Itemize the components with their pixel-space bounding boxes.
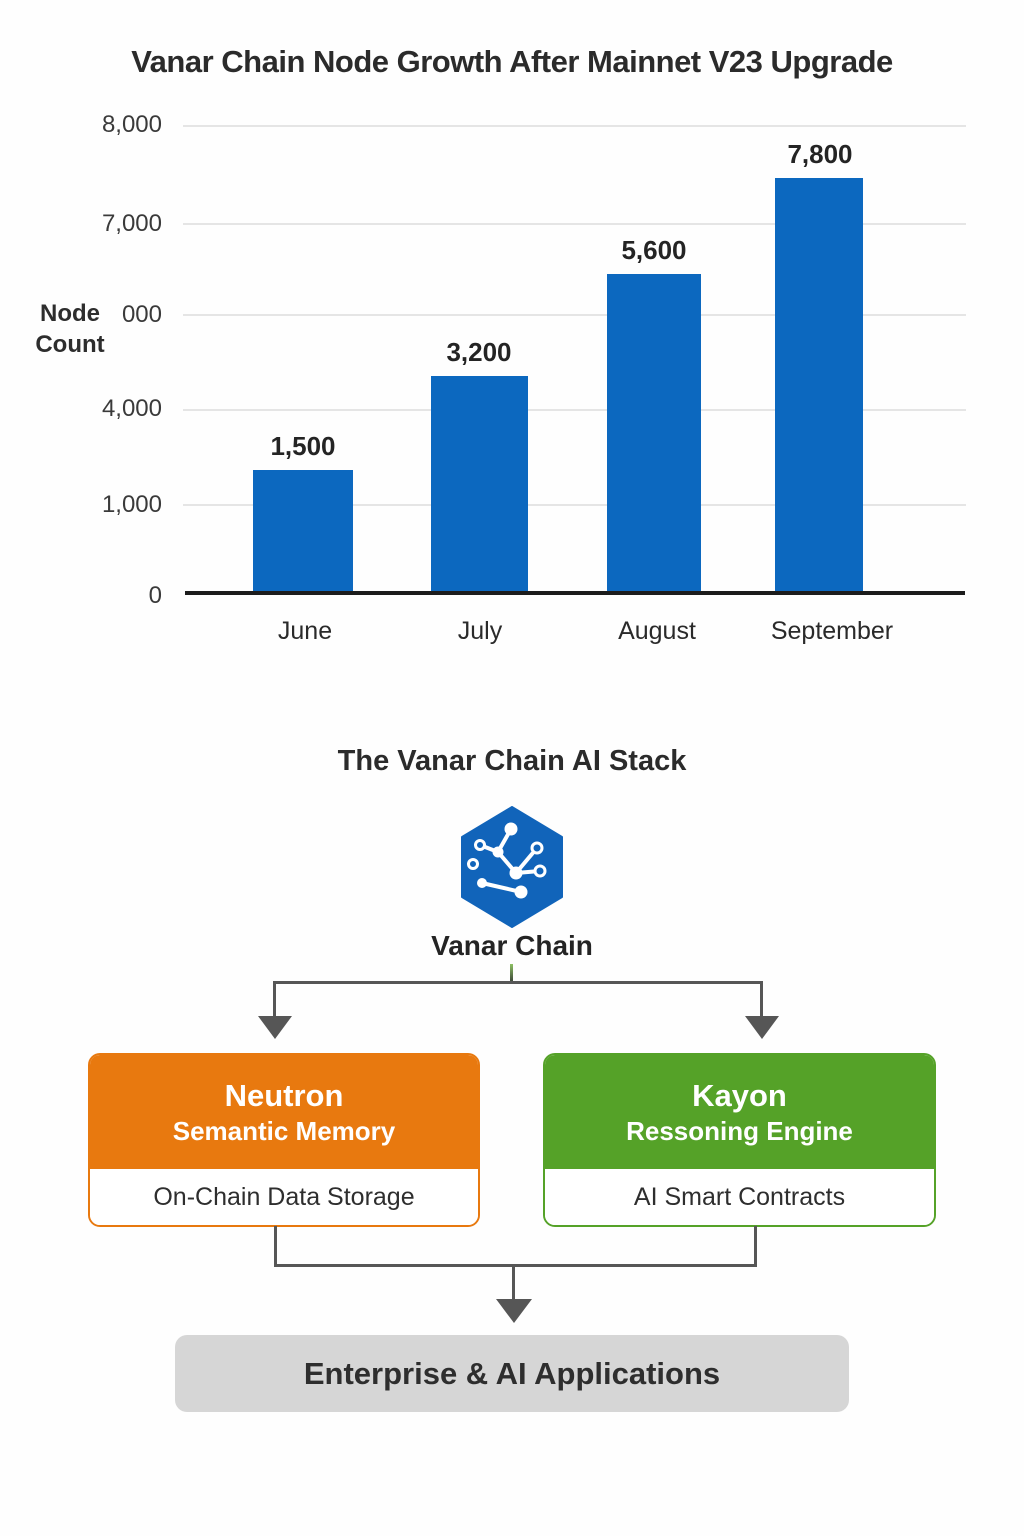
gridline: [183, 504, 966, 506]
connector-horizontal-merge: [274, 1264, 757, 1267]
neutron-box-footer: On-Chain Data Storage: [90, 1169, 478, 1225]
bar-value-label: 3,200: [446, 337, 512, 367]
y-tick-label: 1,000: [101, 491, 162, 518]
stack-title: The Vanar Chain AI Stack: [337, 745, 687, 777]
x-tick-label: August: [618, 617, 696, 645]
neutron-box: Neutron Semantic Memory On-Chain Data St…: [88, 1053, 480, 1227]
neutron-box-header: Neutron Semantic Memory: [90, 1055, 478, 1169]
kayon-box-header: Kayon Ressoning Engine: [545, 1055, 934, 1169]
y-tick-label: 4,000: [101, 395, 162, 422]
bar-september: [775, 178, 863, 591]
arrow-down-icon: [258, 1016, 292, 1039]
kayon-box-subtitle: Ressoning Engine: [626, 1116, 853, 1146]
gridline: [183, 125, 966, 127]
y-tick-label: 0: [148, 582, 162, 609]
neutron-box-title: Neutron: [224, 1078, 344, 1113]
y-tick-label: 7,000: [101, 210, 162, 237]
bar-june: [253, 470, 353, 591]
connector-vertical-center: [512, 1264, 515, 1301]
gridline: [183, 314, 966, 316]
arrow-down-icon: [496, 1299, 532, 1323]
bar-value-label: 1,500: [270, 431, 336, 461]
arrow-down-icon: [745, 1016, 779, 1039]
kayon-box: Kayon Ressoning Engine AI Smart Contract…: [543, 1053, 936, 1227]
kayon-box-title: Kayon: [692, 1078, 787, 1113]
connector-vertical-left-bottom: [274, 1226, 277, 1267]
hexagon-network-icon: [461, 806, 563, 928]
x-tick-label: July: [457, 617, 503, 645]
root-connector-tick: [510, 964, 513, 981]
chart-title: Vanar Chain Node Growth After Mainnet V2…: [131, 44, 893, 79]
x-tick-label: September: [770, 617, 894, 645]
x-tick-label: June: [277, 617, 333, 645]
gridline: [183, 409, 966, 411]
bar-july: [431, 376, 528, 591]
y-tick-label: 000: [121, 301, 162, 328]
y-axis-title: Node Count: [35, 300, 105, 358]
x-axis-line: [185, 591, 965, 595]
kayon-box-footer: AI Smart Contracts: [545, 1169, 934, 1225]
vanar-chain-logo: [460, 806, 564, 928]
connector-vertical-left: [273, 981, 276, 1017]
bar-value-label: 7,800: [787, 139, 853, 169]
connector-vertical-right: [760, 981, 763, 1017]
connector-horizontal-top: [274, 981, 763, 984]
y-tick-label: 8,000: [101, 111, 162, 138]
root-label: Vanar Chain: [431, 930, 593, 961]
neutron-box-subtitle: Semantic Memory: [172, 1116, 396, 1146]
bar-value-label: 5,600: [621, 235, 687, 265]
enterprise-box: Enterprise & AI Applications: [175, 1335, 849, 1412]
gridline: [183, 223, 966, 225]
connector-vertical-right-bottom: [754, 1226, 757, 1267]
bar-august: [607, 274, 701, 591]
